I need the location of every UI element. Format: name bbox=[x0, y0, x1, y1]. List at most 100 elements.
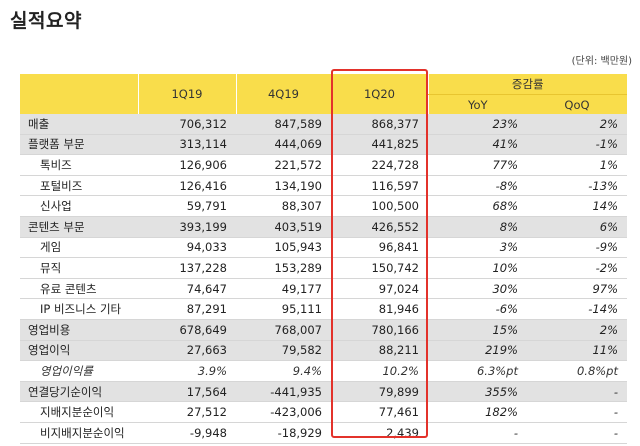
cell-4q19: -18,929 bbox=[236, 422, 331, 444]
table-row: IP 비즈니스 기타 87,291 95,111 81,946 -6% -14% bbox=[20, 298, 627, 320]
cell-4q19: 88,307 bbox=[236, 195, 331, 217]
row-label: 비지배지분순이익 bbox=[20, 422, 138, 444]
table-row: 콘텐츠 부문 393,199 403,519 426,552 8% 6% bbox=[20, 216, 627, 238]
cell-4q19: 9.4% bbox=[236, 360, 331, 382]
cell-qoq: - bbox=[527, 401, 627, 423]
cell-4q19: 221,572 bbox=[236, 154, 331, 176]
cell-qoq: 1% bbox=[527, 154, 627, 176]
cell-4q19: -423,006 bbox=[236, 401, 331, 423]
cell-yoy: 3% bbox=[428, 237, 527, 259]
cell-4q19: 153,289 bbox=[236, 257, 331, 279]
cell-4q19: 79,582 bbox=[236, 340, 331, 362]
cell-1q19: 137,228 bbox=[138, 257, 236, 279]
cell-1q20: 77,461 bbox=[331, 401, 428, 423]
cell-yoy: 182% bbox=[428, 401, 527, 423]
table-row: 매출 706,312 847,589 868,377 23% 2% bbox=[20, 114, 627, 135]
cell-qoq: -1% bbox=[527, 134, 627, 156]
row-label: 포털비즈 bbox=[20, 175, 138, 197]
cell-qoq: 2% bbox=[527, 319, 627, 341]
cell-1q20: 868,377 bbox=[331, 114, 428, 135]
row-label: 게임 bbox=[20, 237, 138, 259]
cell-qoq: - bbox=[527, 381, 627, 403]
row-label: 영업이익률 bbox=[20, 360, 138, 382]
cell-1q20: 81,946 bbox=[331, 298, 428, 320]
cell-1q20: 100,500 bbox=[331, 195, 428, 217]
cell-1q19: 393,199 bbox=[138, 216, 236, 238]
table-row: 뮤직 137,228 153,289 150,742 10% -2% bbox=[20, 257, 627, 279]
cell-qoq: -14% bbox=[527, 298, 627, 320]
row-label: 지배지분순이익 bbox=[20, 401, 138, 423]
header-qoq: QoQ bbox=[527, 94, 627, 114]
row-label: 신사업 bbox=[20, 195, 138, 217]
cell-yoy: 30% bbox=[428, 278, 527, 300]
cell-qoq: 97% bbox=[527, 278, 627, 300]
cell-1q20: 97,024 bbox=[331, 278, 428, 300]
cell-1q19: 59,791 bbox=[138, 195, 236, 217]
cell-1q19: 678,649 bbox=[138, 319, 236, 341]
cell-qoq: -2% bbox=[527, 257, 627, 279]
table-row: 유료 콘텐츠 74,647 49,177 97,024 30% 97% bbox=[20, 278, 627, 300]
header-1q20: 1Q20 bbox=[330, 74, 428, 114]
cell-1q20: 2,439 bbox=[331, 422, 428, 444]
cell-4q19: 95,111 bbox=[236, 298, 331, 320]
cell-yoy: 15% bbox=[428, 319, 527, 341]
table-row: 영업이익 27,663 79,582 88,211 219% 11% bbox=[20, 340, 627, 362]
row-label: 유료 콘텐츠 bbox=[20, 278, 138, 300]
table-row: 연결당기순이익 17,564 -441,935 79,899 355% - bbox=[20, 381, 627, 403]
table-row: 신사업 59,791 88,307 100,500 68% 14% bbox=[20, 195, 627, 217]
cell-yoy: 23% bbox=[428, 114, 527, 135]
unit-note: (단위: 백만원) bbox=[571, 56, 632, 67]
row-label: 영업비용 bbox=[20, 319, 138, 341]
row-label: 톡비즈 bbox=[20, 154, 138, 176]
page-title: 실적요약 bbox=[10, 10, 82, 32]
cell-4q19: 444,069 bbox=[236, 134, 331, 156]
cell-4q19: 134,190 bbox=[236, 175, 331, 197]
table-row: 영업비용 678,649 768,007 780,166 15% 2% bbox=[20, 319, 627, 341]
header-4q19: 4Q19 bbox=[235, 74, 331, 114]
header-blank-cell bbox=[20, 74, 138, 114]
header-growth-rate: 증감률 bbox=[427, 74, 627, 95]
row-label: 연결당기순이익 bbox=[20, 381, 138, 403]
earnings-summary-table: 1Q19 4Q19 1Q20 증감률 YoY QoQ 매출 706,312 847,… bbox=[20, 74, 627, 444]
cell-yoy: 68% bbox=[428, 195, 527, 217]
cell-yoy: 219% bbox=[428, 340, 527, 362]
cell-1q20: 116,597 bbox=[331, 175, 428, 197]
cell-yoy: - bbox=[428, 422, 527, 444]
cell-4q19: 105,943 bbox=[236, 237, 331, 259]
cell-1q19: 27,663 bbox=[138, 340, 236, 362]
cell-1q19: 706,312 bbox=[138, 114, 236, 135]
table-body: 매출 706,312 847,589 868,377 23% 2% 플랫폼 부문 313,11… bbox=[20, 114, 627, 444]
cell-1q19: 27,512 bbox=[138, 401, 236, 423]
cell-qoq: 11% bbox=[527, 340, 627, 362]
cell-1q19: 17,564 bbox=[138, 381, 236, 403]
cell-4q19: 403,519 bbox=[236, 216, 331, 238]
cell-yoy: 77% bbox=[428, 154, 527, 176]
cell-1q19: 87,291 bbox=[138, 298, 236, 320]
cell-1q20: 426,552 bbox=[331, 216, 428, 238]
row-label: 플랫폼 부문 bbox=[20, 134, 138, 156]
cell-1q19: 94,033 bbox=[138, 237, 236, 259]
cell-yoy: 41% bbox=[428, 134, 527, 156]
cell-qoq: 2% bbox=[527, 114, 627, 135]
cell-qoq: 0.8%pt bbox=[527, 360, 627, 382]
cell-yoy: -8% bbox=[428, 175, 527, 197]
table-row: 톡비즈 126,906 221,572 224,728 77% 1% bbox=[20, 154, 627, 176]
cell-1q19: 126,416 bbox=[138, 175, 236, 197]
row-label: IP 비즈니스 기타 bbox=[20, 298, 138, 320]
cell-qoq: 14% bbox=[527, 195, 627, 217]
row-label: 뮤직 bbox=[20, 257, 138, 279]
row-label: 영업이익 bbox=[20, 340, 138, 362]
cell-1q20: 441,825 bbox=[331, 134, 428, 156]
header-subrow: YoY QoQ bbox=[20, 94, 627, 114]
cell-1q20: 88,211 bbox=[331, 340, 428, 362]
cell-1q20: 150,742 bbox=[331, 257, 428, 279]
table-row: 비지배지분순이익 -9,948 -18,929 2,439- - bbox=[20, 422, 627, 444]
cell-yoy: 355% bbox=[428, 381, 527, 403]
cell-yoy: 8% bbox=[428, 216, 527, 238]
cell-qoq: -13% bbox=[527, 175, 627, 197]
cell-1q19: -9,948 bbox=[138, 422, 236, 444]
cell-qoq: -9% bbox=[527, 237, 627, 259]
cell-1q20: 79,899 bbox=[331, 381, 428, 403]
cell-4q19: 768,007 bbox=[236, 319, 331, 341]
cell-yoy: 6.3%pt bbox=[428, 360, 527, 382]
